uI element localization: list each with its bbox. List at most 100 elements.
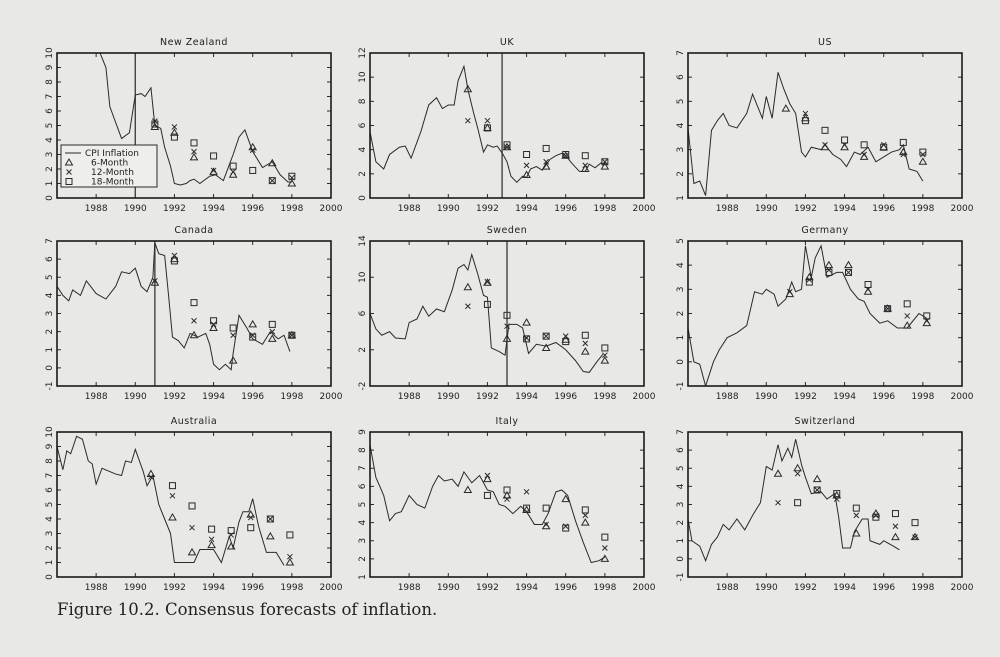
forecast-6-month-point	[844, 260, 853, 269]
forecast-6-month-point	[207, 540, 216, 549]
y-tick-label: 8	[358, 98, 368, 104]
plot-frame	[56, 240, 332, 387]
y-tick-label: 9	[45, 443, 55, 449]
y-tick-label: 10	[45, 426, 55, 438]
forecast-12-month-point	[833, 496, 840, 502]
panel-title: Switzerland	[795, 416, 856, 427]
y-tick-label: 5	[676, 465, 686, 471]
forecast-18-month-point	[503, 141, 511, 149]
forecast-12-month-point	[504, 323, 510, 330]
x-tick-label: 1998	[593, 583, 616, 593]
panel-title: Italy	[495, 416, 518, 427]
x-tick-label: 1998	[911, 204, 934, 214]
forecast-12-month-point	[900, 151, 907, 158]
y-tick-label: 3	[676, 286, 686, 292]
y-tick-label: 6	[45, 108, 55, 114]
forecast-18-month-point	[168, 482, 176, 490]
plot-area	[370, 241, 610, 386]
y-tick-label: 7	[45, 238, 55, 244]
plot-frame	[687, 240, 963, 387]
y-tick-label: 7	[45, 94, 55, 100]
y-tick-label: 2	[676, 171, 686, 177]
forecast-18-month-point	[523, 151, 531, 158]
forecast-18-month-point	[833, 490, 841, 498]
x-tick-label: 1990	[755, 583, 778, 593]
forecast-18-month-point	[249, 166, 257, 174]
forecast-12-month-point	[775, 499, 781, 506]
forecast-6-month-point	[600, 356, 610, 364]
legend-square-icon	[65, 178, 73, 185]
forecast-18-month-point	[151, 120, 159, 128]
y-tick-label: 2	[358, 556, 368, 562]
forecast-6-month-point	[209, 167, 218, 175]
y-tick-label: 4	[45, 292, 55, 298]
cpi-inflation-line	[370, 252, 604, 373]
x-tick-label: 1992	[163, 583, 186, 593]
forecast-18-month-point	[208, 525, 216, 533]
y-tick-label: -1	[45, 382, 55, 391]
forecast-18-month-point	[805, 278, 813, 286]
panel-italy: Italy 1 2 3 4 5 6 7 8 9 1988 1990 1992 1994 1996 1998 20…	[358, 416, 656, 593]
forecast-6-month-point	[580, 164, 590, 172]
panel-title: US	[818, 37, 832, 48]
forecast-18-month-point	[503, 311, 511, 319]
forecast-12-month-point	[853, 512, 860, 519]
x-tick-label: 1998	[911, 392, 934, 402]
y-tick-label: 1	[676, 335, 686, 341]
forecast-12-month-point	[562, 333, 569, 340]
x-tick-label: 2000	[320, 392, 343, 402]
forecast-18-month-point	[562, 338, 570, 346]
forecast-12-month-point	[826, 267, 832, 273]
plot-frame	[687, 52, 963, 199]
panel-new-zealand: New Zealand 0 1 2 3 4 5 6 7 8 9 10 1988 1990 1992 1994 1…	[45, 37, 343, 214]
forecast-18-month-point	[880, 143, 888, 151]
y-tick-label: 3	[676, 147, 686, 153]
x-tick-label: 2000	[951, 583, 974, 593]
x-tick-label: 1990	[755, 204, 778, 214]
forecast-12-month-point	[269, 177, 276, 184]
forecast-18-month-point	[601, 158, 609, 166]
y-tick-label: 5	[45, 502, 55, 508]
plot-area	[688, 439, 920, 563]
forecast-18-month-point	[542, 144, 550, 152]
x-tick-label: 1988	[398, 204, 421, 214]
x-tick-label: 1988	[716, 204, 739, 214]
y-tick-label: 3	[45, 152, 55, 158]
y-tick-label: 10	[358, 71, 368, 83]
y-tick-label: 2	[45, 329, 55, 335]
y-tick-label: 10	[45, 47, 55, 59]
forecast-6-month-point	[600, 554, 610, 562]
forecast-18-month-point	[581, 331, 589, 339]
x-tick-label: 1992	[163, 392, 186, 402]
y-tick-label: 2	[45, 545, 55, 551]
forecast-6-month-point	[248, 319, 258, 328]
forecast-6-month-point	[502, 334, 512, 342]
y-tick-label: 3	[45, 531, 55, 537]
y-tick-label: 6	[358, 483, 368, 489]
forecast-12-month-point	[269, 328, 276, 335]
forecast-18-month-point	[266, 515, 274, 523]
forecast-6-month-point	[267, 334, 277, 342]
cpi-inflation-line	[99, 53, 292, 186]
x-tick-label: 1992	[794, 204, 817, 214]
x-tick-label: 1996	[872, 204, 895, 214]
x-tick-label: 1996	[554, 204, 577, 214]
y-tick-label: 2	[45, 166, 55, 172]
forecast-6-month-point	[187, 547, 197, 556]
x-tick-label: 1998	[280, 583, 303, 593]
forecast-12-month-point	[191, 317, 197, 324]
forecast-12-month-point	[171, 252, 178, 259]
forecast-6-month-point	[793, 463, 802, 472]
forecast-18-month-point	[801, 117, 809, 125]
y-tick-label: 6	[358, 122, 368, 128]
forecast-6-month-point	[522, 318, 531, 326]
panel-title: New Zealand	[160, 37, 228, 48]
y-tick-label: 3	[676, 502, 686, 508]
forecast-12-month-point	[884, 305, 891, 312]
forecast-6-month-point	[463, 485, 473, 493]
forecast-6-month-point	[189, 330, 199, 339]
forecast-12-month-point	[543, 158, 549, 165]
forecast-6-month-point	[483, 474, 492, 483]
forecast-6-month-point	[891, 532, 900, 541]
